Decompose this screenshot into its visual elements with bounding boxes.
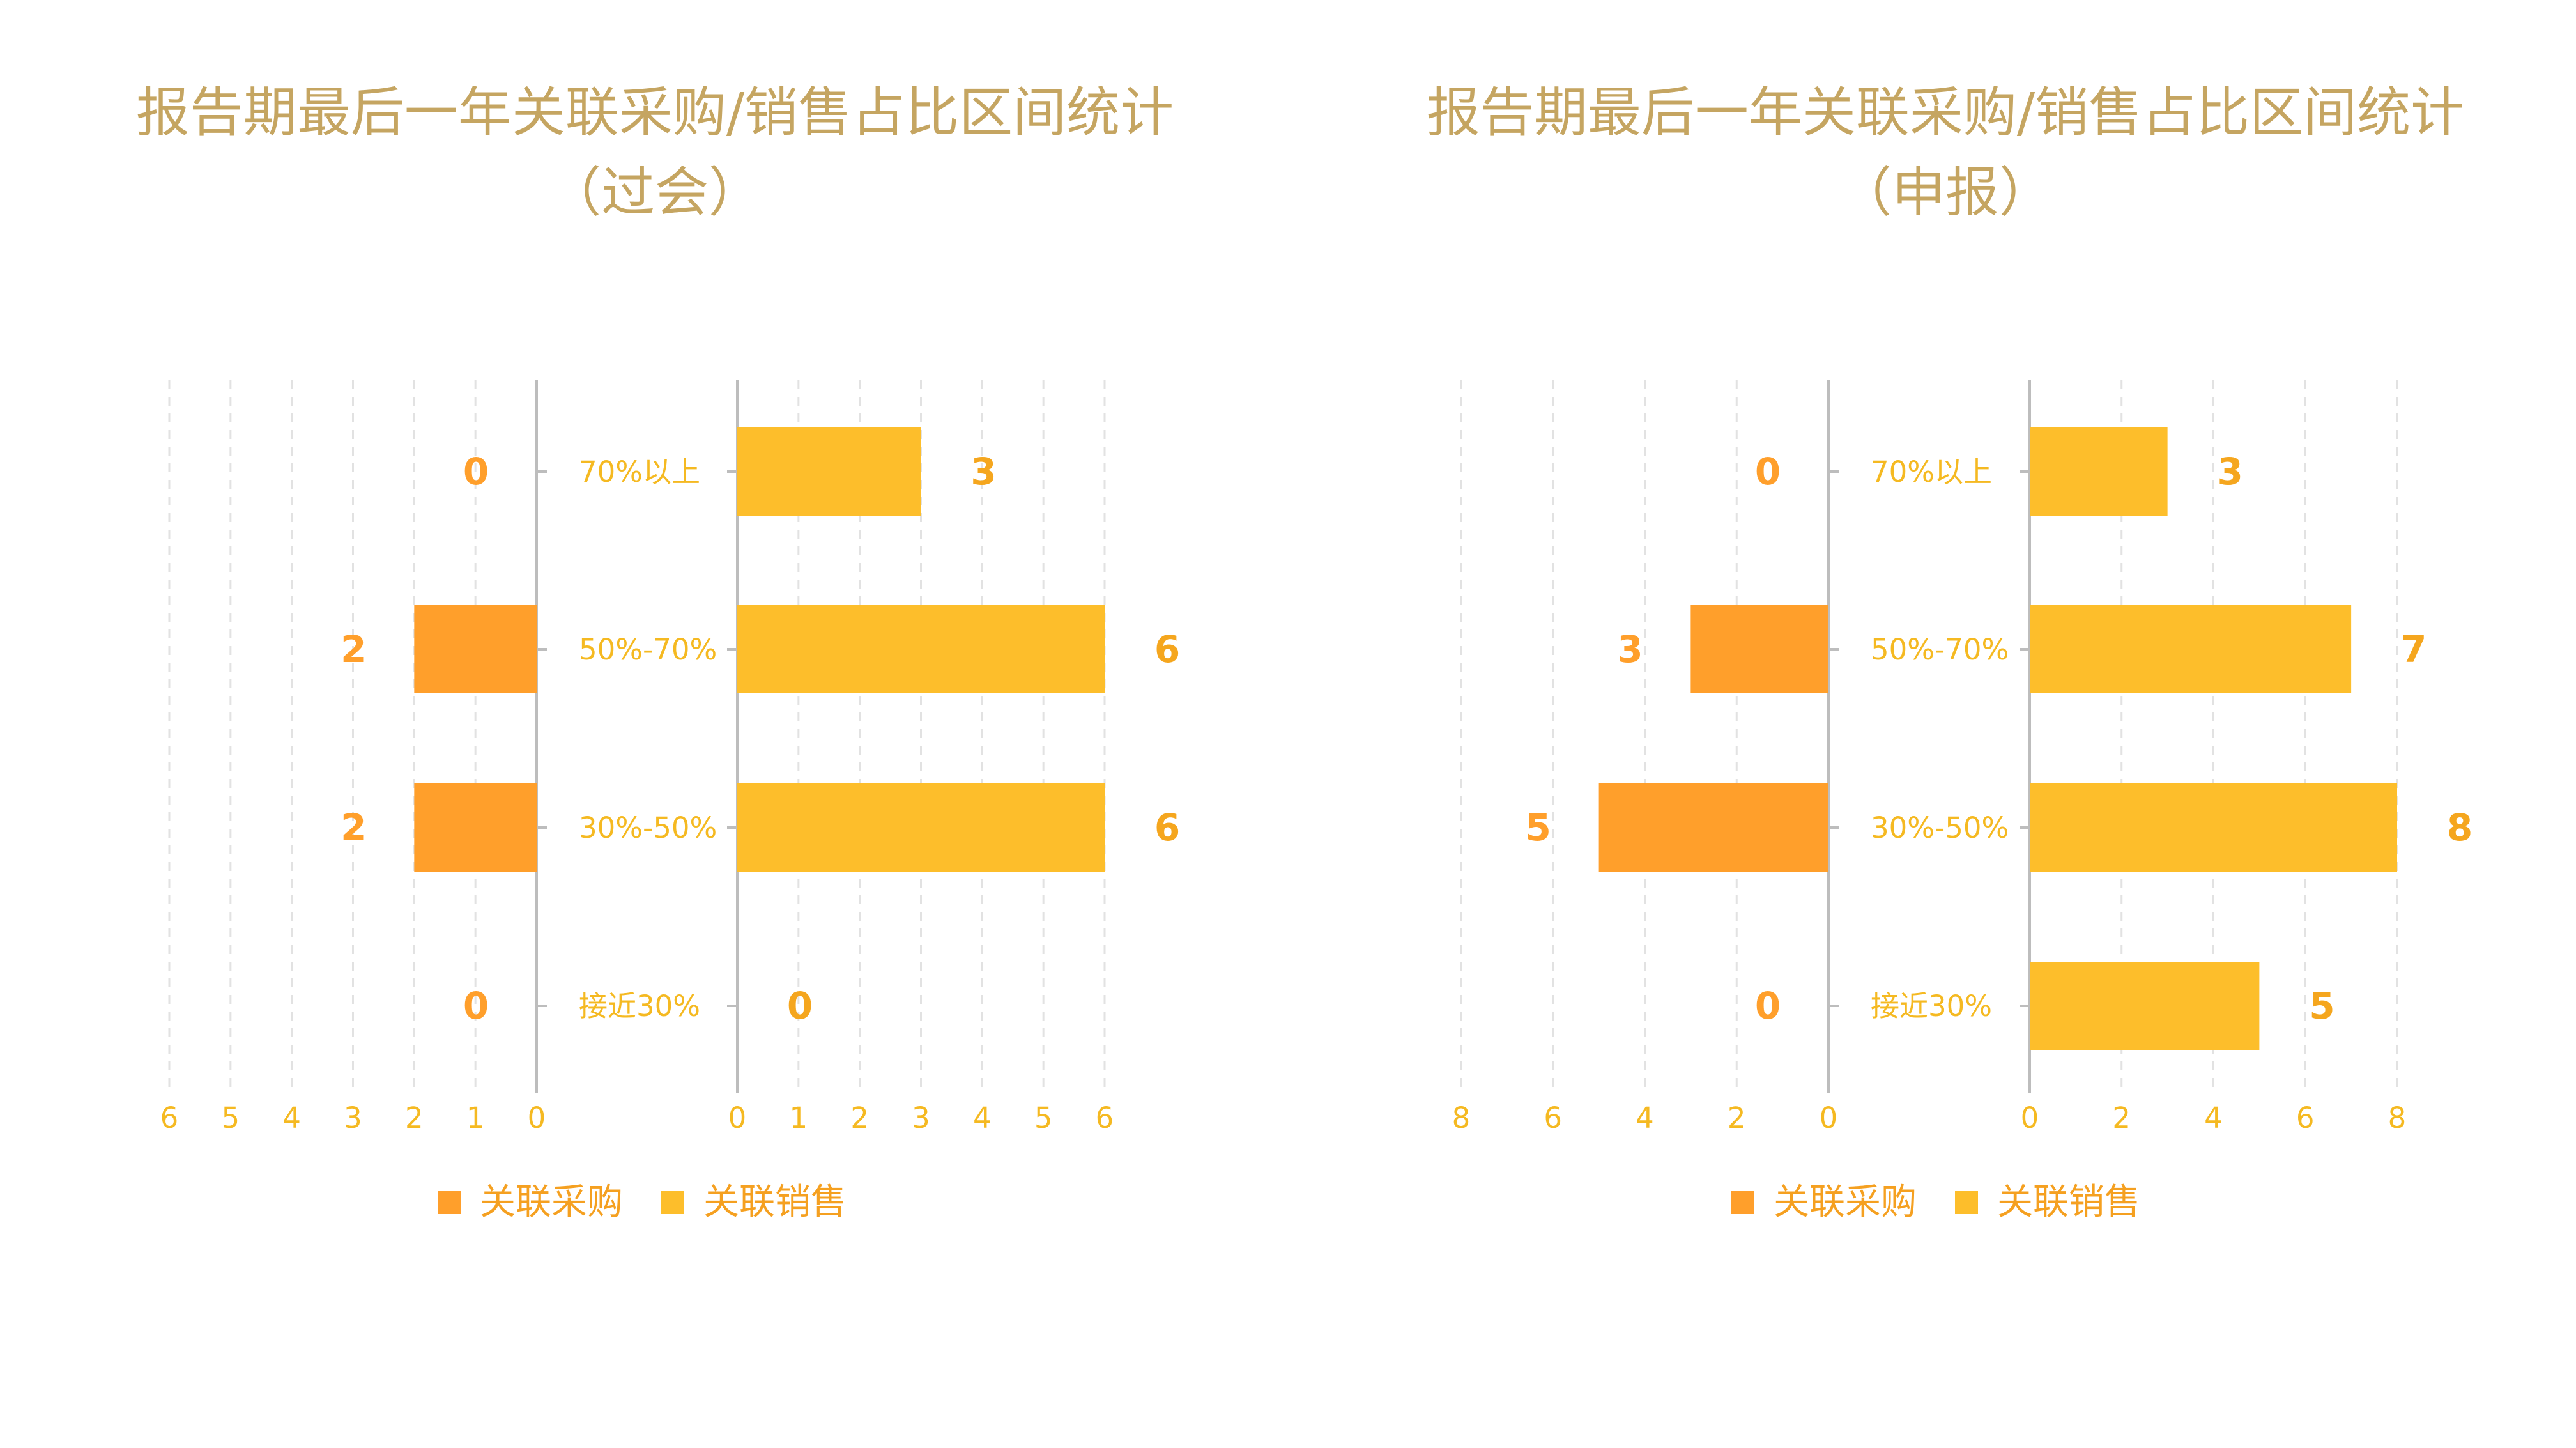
left-tick-label: 5 [222, 1101, 240, 1135]
right-tick-label: 4 [973, 1101, 992, 1135]
sales-bar [2030, 427, 2168, 516]
right-tick-label: 0 [2021, 1101, 2039, 1135]
left-tick-label: 2 [1728, 1101, 1746, 1135]
right-tick-label: 8 [2388, 1101, 2407, 1135]
chart-title-line1: 报告期最后一年关联采购/销售占比区间统计 [1427, 81, 2464, 144]
purchase-value-label: 2 [341, 628, 366, 671]
chart-title-line2: （申报） [1838, 161, 2053, 224]
category-label: 70%以上 [579, 455, 700, 489]
legend-label-purchase: 关联采购 [480, 1182, 623, 1223]
sales-value-label: 6 [1154, 628, 1180, 671]
purchase-value-label: 3 [1617, 628, 1643, 671]
purchase-bar [1598, 783, 1828, 872]
purchase-value-label: 0 [1755, 984, 1781, 1028]
purchase-bar [1690, 605, 1828, 693]
right-tick-label: 6 [2296, 1101, 2315, 1135]
left-tick-label: 6 [160, 1101, 179, 1135]
left-tick-label: 2 [405, 1101, 424, 1135]
left-tick-label: 3 [344, 1101, 362, 1135]
sales-value-label: 3 [2217, 450, 2242, 493]
right-tick-label: 5 [1034, 1101, 1053, 1135]
category-label: 50%-70% [579, 633, 717, 666]
left-tick-label: 8 [1452, 1101, 1471, 1135]
purchase-value-label: 0 [1755, 450, 1781, 493]
left-tick-label: 0 [1820, 1101, 1838, 1135]
sales-value-label: 0 [787, 984, 813, 1028]
chart-1: 报告期最后一年关联采购/销售占比区间统计 （过会） 6 5 4 3 2 1 0 0 1 2 3 4 5 6 70… [136, 81, 1180, 1223]
legend-swatch-purchase [1731, 1191, 1754, 1214]
right-tick-label: 4 [2204, 1101, 2223, 1135]
category-label: 50%-70% [1871, 633, 2009, 666]
sales-bar [2030, 783, 2397, 872]
sales-bar [737, 605, 1105, 693]
chart-title-line1: 报告期最后一年关联采购/销售占比区间统计 [136, 81, 1174, 144]
legend: 关联采购 关联销售 [1731, 1182, 2140, 1223]
sales-value-label: 5 [2309, 984, 2334, 1028]
legend-swatch-sales [661, 1191, 684, 1214]
purchase-bar [414, 605, 537, 693]
sales-bar [737, 783, 1105, 872]
chart-title-line2: （过会） [548, 161, 762, 224]
category-label: 接近30% [579, 989, 700, 1023]
left-tick-label: 4 [1636, 1101, 1654, 1135]
category-label: 30%-50% [1871, 811, 2009, 845]
right-tick-label: 1 [790, 1101, 808, 1135]
right-tick-label: 2 [2112, 1101, 2131, 1135]
sales-bar [2030, 605, 2352, 693]
left-tick-label: 1 [466, 1101, 485, 1135]
right-tick-label: 0 [728, 1101, 747, 1135]
left-tick-label: 6 [1544, 1101, 1562, 1135]
sales-value-label: 7 [2401, 628, 2426, 671]
category-label: 接近30% [1871, 989, 1992, 1023]
purchase-value-label: 0 [463, 450, 489, 493]
right-tick-label: 6 [1096, 1101, 1114, 1135]
legend-swatch-sales [1955, 1191, 1978, 1214]
sales-value-label: 8 [2447, 806, 2472, 849]
purchase-bar [414, 783, 537, 872]
category-label: 70%以上 [1871, 455, 1992, 489]
right-tick-label: 2 [850, 1101, 869, 1135]
chart-2: 报告期最后一年关联采购/销售占比区间统计 （申报） 8 6 4 2 0 0 2 4 6 8 70%以上 0… [1427, 81, 2472, 1223]
legend-label-sales: 关联销售 [1997, 1182, 2140, 1223]
category-label: 30%-50% [579, 811, 717, 845]
sales-bar [2030, 962, 2260, 1050]
legend-swatch-purchase [438, 1191, 461, 1214]
sales-bar [737, 427, 921, 516]
right-tick-label: 3 [912, 1101, 930, 1135]
left-tick-label: 0 [528, 1101, 546, 1135]
sales-value-label: 6 [1154, 806, 1180, 849]
purchase-value-label: 5 [1525, 806, 1551, 849]
purchase-value-label: 0 [463, 984, 489, 1028]
left-tick-label: 4 [282, 1101, 301, 1135]
sales-value-label: 3 [970, 450, 996, 493]
legend-label-purchase: 关联采购 [1774, 1182, 1917, 1223]
legend: 关联采购 关联销售 [438, 1182, 847, 1223]
purchase-value-label: 2 [341, 806, 366, 849]
legend-label-sales: 关联销售 [703, 1182, 847, 1223]
